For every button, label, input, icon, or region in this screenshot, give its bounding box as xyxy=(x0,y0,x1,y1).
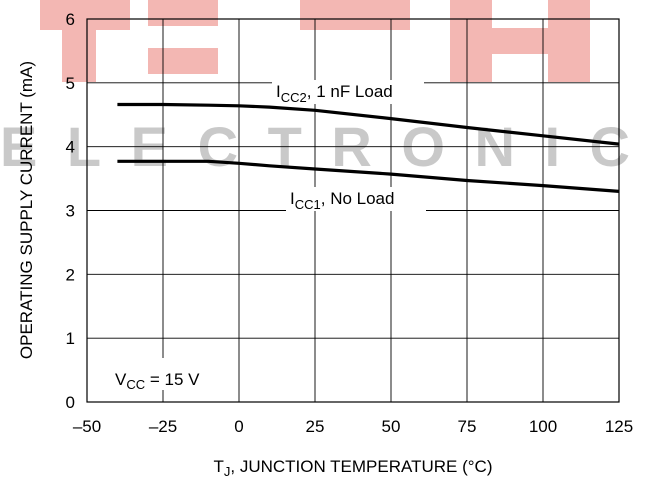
y-axis-label: OPERATING SUPPLY CURRENT (mA) xyxy=(17,61,36,359)
vcc-annotation-rest: = 15 V xyxy=(145,370,200,389)
x-axis-ticks: –50 –25 0 25 50 75 100 125 xyxy=(73,417,633,436)
watermark-shape xyxy=(148,48,218,74)
watermark-shape xyxy=(148,0,218,26)
vcc-annotation: VCC = 15 V xyxy=(115,370,200,392)
series-label-background xyxy=(272,80,424,104)
x-tick-label: –25 xyxy=(149,417,177,436)
vcc-annotation-sub: CC xyxy=(126,377,145,392)
y-axis-ticks: 0 1 2 3 4 5 6 xyxy=(66,10,75,412)
series-line-icc2 xyxy=(117,102,620,146)
series-group xyxy=(117,102,620,193)
y-tick-label: 0 xyxy=(66,393,75,412)
x-axis-label: TJ, JUNCTION TEMPERATURE (°C) xyxy=(213,457,492,479)
watermark-shape xyxy=(62,0,96,82)
series-label-icc2: ICC2, 1 nF Load xyxy=(276,82,393,105)
series-label-icc2-sub: CC2 xyxy=(281,90,307,105)
x-tick-label: 100 xyxy=(529,417,557,436)
y-tick-label: 3 xyxy=(66,202,75,221)
x-axis-label-suffix: , JUNCTION TEMPERATURE (°C) xyxy=(230,457,492,476)
y-tick-label: 2 xyxy=(66,265,75,284)
y-tick-label: 4 xyxy=(66,138,75,157)
series-label-icc2-main: I xyxy=(276,82,281,101)
x-tick-label: 0 xyxy=(234,417,243,436)
y-tick-label: 1 xyxy=(66,329,75,348)
x-tick-label: 75 xyxy=(458,417,477,436)
series-label-icc1-main: I xyxy=(290,189,295,208)
watermark-shape xyxy=(450,28,590,54)
y-tick-label: 6 xyxy=(66,10,75,29)
series-label-icc2-rest: , 1 nF Load xyxy=(307,82,393,101)
watermark-shape xyxy=(300,0,410,30)
x-tick-label: 25 xyxy=(306,417,325,436)
x-tick-label: 125 xyxy=(605,417,633,436)
series-label-icc1: ICC1, No Load xyxy=(290,189,394,212)
series-label-icc1-rest: , No Load xyxy=(321,189,395,208)
series-label-icc1-sub: CC1 xyxy=(295,197,321,212)
series-line-icc1 xyxy=(117,159,620,193)
x-axis-label-sub: J xyxy=(224,464,231,479)
y-tick-label: 5 xyxy=(66,74,75,93)
vcc-annotation-main: V xyxy=(115,370,127,389)
x-axis-label-prefix: T xyxy=(213,457,223,476)
x-tick-label: 50 xyxy=(382,417,401,436)
annotation-background xyxy=(108,358,230,390)
series-label-background xyxy=(286,187,426,211)
x-tick-label: –50 xyxy=(73,417,101,436)
